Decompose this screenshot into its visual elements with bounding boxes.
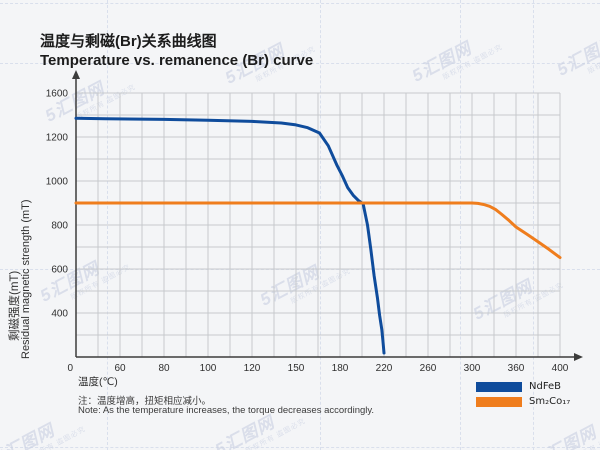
note-en: Note: As the temperature increases, the … xyxy=(78,405,375,416)
background-dashed-line xyxy=(0,3,600,4)
x-tick-label: 360 xyxy=(508,363,525,374)
x-tick-label: 300 xyxy=(464,363,481,374)
smco-curve xyxy=(74,201,562,260)
y-tick-label: 400 xyxy=(51,309,68,320)
x-tick-label: 220 xyxy=(376,363,393,374)
legend-item-ndfeb: NdFeB xyxy=(476,379,570,394)
x-tick-label: 260 xyxy=(420,363,437,374)
x-tick-label: 150 xyxy=(288,363,305,374)
x-tick-label: 120 xyxy=(244,363,261,374)
y-tick-label: 600 xyxy=(51,265,68,276)
x-tick-label: 0 xyxy=(67,363,73,374)
x-tick-label: 60 xyxy=(114,363,126,374)
x-tick-label: 180 xyxy=(332,363,349,374)
ndfeb-curve xyxy=(74,116,386,355)
legend-item-sm2co17: Sm₂Co₁₇ xyxy=(476,394,570,409)
x-tick-label: 100 xyxy=(200,363,217,374)
page-title-en: Temperature vs. remanence (Br) curve xyxy=(40,52,314,69)
y-tick-label: 1000 xyxy=(46,177,69,188)
background-dashed-line xyxy=(0,63,600,64)
y-axis-arrow-icon xyxy=(72,70,80,79)
x-axis-label: 温度(℃) xyxy=(78,376,118,388)
x-tick-label: 80 xyxy=(158,363,170,374)
y-tick-label: 800 xyxy=(51,221,68,232)
legend-swatch-sm2co17 xyxy=(476,396,522,407)
y-axis-label-en: Residual magnetic strength (mT) xyxy=(20,199,32,359)
x-axis-arrow-icon xyxy=(574,353,583,361)
axes xyxy=(75,78,576,358)
y-tick-label: 1200 xyxy=(46,133,69,144)
x-tick-label: 400 xyxy=(552,363,569,374)
note-cn: 注：温度增高，扭矩相应减小。 xyxy=(78,396,212,407)
y-tick-label: 1600 xyxy=(46,89,69,100)
legend-label-ndfeb: NdFeB xyxy=(529,381,562,392)
legend: NdFeB Sm₂Co₁₇ xyxy=(476,379,570,409)
page-title-cn: 温度与剩磁(Br)关系曲线图 xyxy=(40,33,217,50)
background-dashed-line xyxy=(0,447,600,448)
legend-label-sm2co17: Sm₂Co₁₇ xyxy=(529,396,571,407)
legend-swatch-ndfeb xyxy=(476,381,522,392)
